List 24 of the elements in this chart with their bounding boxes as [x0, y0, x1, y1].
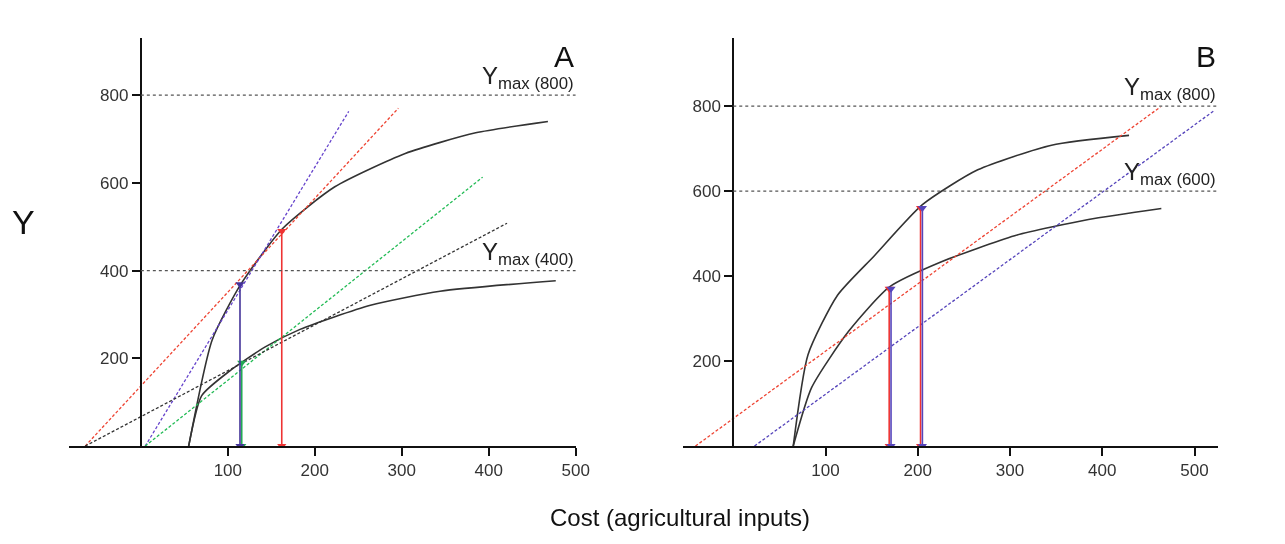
x-tick-label: 100 [811, 461, 840, 481]
chart-title: B [1196, 40, 1217, 73]
y-axis-title: Y [12, 203, 35, 241]
x-tick-label: 400 [474, 461, 503, 481]
x-tick-label: 200 [300, 461, 329, 481]
y-tick-label: 200 [100, 349, 129, 369]
x-tick-label: 300 [387, 461, 416, 481]
ref-line-label: Y$_{max (800)}$ [1124, 73, 1216, 105]
x-tick-label: 500 [561, 461, 590, 481]
x-tick-label: 500 [1180, 461, 1209, 481]
x-tick-label: 400 [1088, 461, 1117, 481]
x-tick-label: 300 [995, 461, 1025, 481]
x-tick-label: 200 [903, 461, 932, 481]
ref-line-label: Y$_{max (400)}$ [482, 238, 574, 270]
y-tick-label: 800 [692, 97, 721, 117]
ref-line-label: Y$_{max (600)}$ [1124, 158, 1216, 190]
y-tick-label: 800 [100, 86, 129, 106]
y-tick-label: 400 [692, 267, 721, 287]
x-axis-title: Cost (agricultural inputs) [550, 504, 811, 531]
y-tick-label: 600 [692, 182, 721, 202]
y-tick-label: 400 [100, 261, 129, 281]
y-tick-label: 200 [692, 352, 721, 372]
y-tick-label: 600 [100, 173, 129, 193]
x-tick-label: 100 [213, 461, 242, 481]
